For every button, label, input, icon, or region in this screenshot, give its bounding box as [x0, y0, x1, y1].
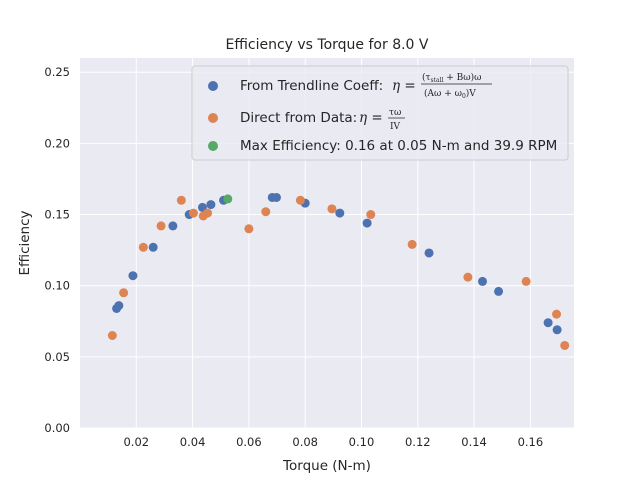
legend-marker-max [208, 141, 218, 151]
direct-point [327, 204, 337, 214]
y-tick-labels: 0.00 0.05 0.10 0.15 0.20 0.25 [44, 65, 70, 435]
direct-point [463, 272, 473, 282]
trendline-point [424, 248, 434, 258]
svg-text:τω: τω [389, 108, 401, 118]
x-tick-label: 0.08 [292, 435, 318, 449]
direct-point [156, 221, 166, 231]
legend-marker-trendline [208, 81, 218, 91]
data-points [107, 192, 570, 350]
x-tick-label: 0.16 [518, 435, 544, 449]
y-tick-label: 0.20 [44, 136, 70, 150]
trendline-point [494, 286, 504, 296]
svg-text:η =: η = [392, 78, 416, 94]
y-tick-label: 0.15 [44, 208, 70, 222]
x-tick-label: 0.10 [349, 435, 375, 449]
x-tick-label: 0.14 [461, 435, 487, 449]
x-tick-label: 0.04 [180, 435, 206, 449]
y-axis-label: Efficiency [17, 210, 33, 275]
legend-marker-direct [208, 113, 218, 123]
direct-point [244, 224, 254, 234]
trendline-point [114, 301, 124, 311]
trendline-point [168, 221, 178, 231]
direct-point [552, 309, 562, 319]
x-tick-label: 0.02 [123, 435, 149, 449]
direct-point [176, 195, 186, 205]
legend-label-trendline: From Trendline Coeff: [240, 78, 387, 94]
chart-title: Efficiency vs Torque for 8.0 V [226, 37, 429, 53]
direct-point [119, 288, 129, 298]
direct-point [366, 210, 376, 220]
direct-point [295, 195, 305, 205]
direct-point [107, 331, 117, 340]
trendline-point [148, 242, 158, 252]
y-tick-label: 0.00 [44, 421, 70, 435]
y-tick-label: 0.25 [44, 65, 70, 79]
direct-point [188, 208, 198, 218]
direct-point [560, 340, 570, 350]
trendline-point [335, 208, 345, 218]
trendline-point [128, 271, 138, 281]
legend-equation-direct: η = τω IV [359, 108, 405, 132]
trendline-point [543, 318, 553, 328]
trendline-point [362, 218, 372, 228]
legend: From Trendline Coeff: η = (τstall + Bω)ω… [191, 65, 569, 161]
trendline-point [478, 276, 488, 286]
legend-box [191, 65, 569, 161]
direct-point [203, 208, 213, 218]
trendline-point [271, 192, 281, 202]
x-axis-label: Torque (N-m) [282, 458, 371, 474]
y-tick-label: 0.10 [44, 279, 70, 293]
max-efficiency-point [223, 194, 233, 204]
x-tick-label: 0.12 [405, 435, 431, 449]
svg-text:η =: η = [359, 110, 383, 126]
trendline-point [206, 200, 216, 210]
direct-point [261, 207, 271, 217]
trendline-point [552, 325, 562, 335]
x-tick-labels: 0.02 0.04 0.06 0.08 0.10 0.12 0.14 0.16 [123, 435, 543, 449]
legend-label-max: Max Efficiency: 0.16 at 0.05 N-m and 39.… [240, 138, 557, 154]
direct-point [407, 239, 417, 249]
svg-text:(Aω + ω0)V: (Aω + ω0)V [424, 88, 476, 100]
direct-point [138, 242, 148, 252]
x-tick-label: 0.06 [236, 435, 262, 449]
direct-point [521, 276, 531, 286]
legend-label-direct: Direct from Data: [240, 110, 362, 126]
y-tick-label: 0.05 [44, 350, 70, 364]
legend-equation-trendline: η = (τstall + Bω)ω (Aω + ω0)V [392, 72, 492, 100]
svg-text:IV: IV [390, 122, 401, 132]
